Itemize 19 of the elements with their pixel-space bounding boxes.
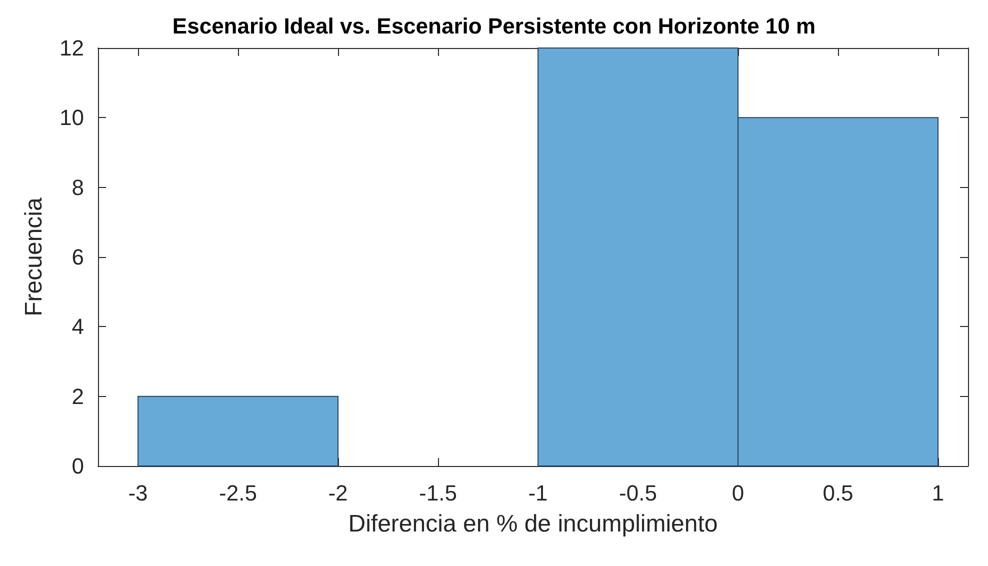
x-tick-label: -0.5 [619,480,657,506]
x-tick-label: -1 [528,480,548,506]
x-tick-label: 0.5 [822,480,854,506]
y-tick-label: 4 [72,314,84,340]
y-tick-label: 12 [60,36,84,60]
x-tick-label: -2.5 [219,480,257,506]
y-tick-label: 8 [72,174,84,200]
x-tick-label: 1 [932,480,944,506]
y-tick-label: 10 [60,105,84,130]
y-axis-title: Frecuencia [20,196,48,316]
y-tick-label: 0 [72,454,84,478]
x-tick-label: -1.5 [419,480,457,506]
y-tick-label: 2 [72,384,84,409]
x-tick-label: 0 [732,480,744,506]
x-tick-label: -2 [328,480,348,506]
y-tick-label: 6 [72,244,84,270]
x-tick-label: -3 [128,480,148,506]
chart-title: Escenario Ideal vs. Escenario Persistente con Horizonte 10 m [172,14,816,38]
x-axis-title: Diferencia en % de incumplimiento [348,510,718,538]
